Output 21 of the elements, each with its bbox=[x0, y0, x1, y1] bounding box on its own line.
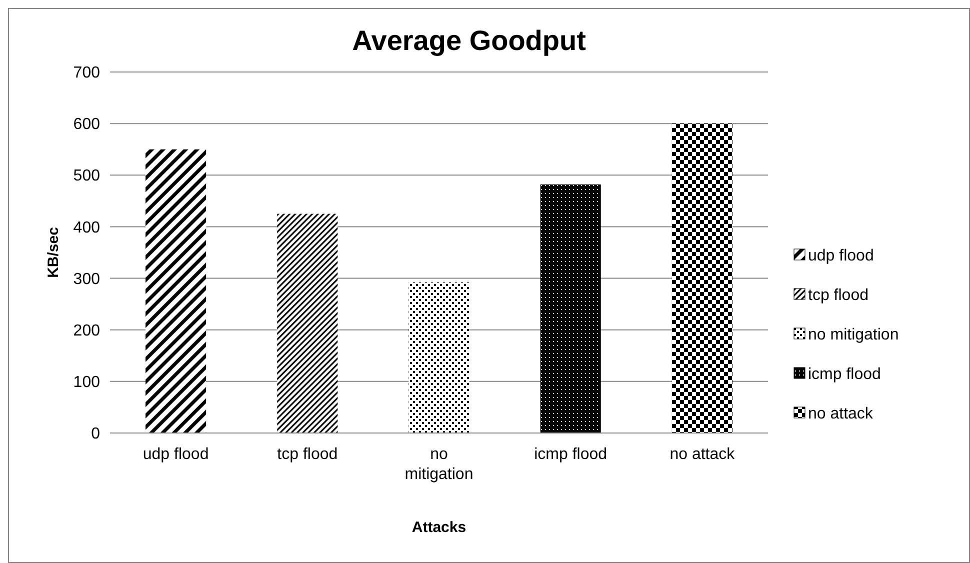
x-tick-label: tcp flood bbox=[277, 446, 338, 463]
x-tick-label: no mitigation bbox=[404, 446, 474, 483]
y-tick-label: 600 bbox=[73, 116, 100, 134]
y-tick-label: 300 bbox=[73, 270, 100, 288]
legend-label: no attack bbox=[808, 406, 874, 423]
y-tick-label: 200 bbox=[73, 322, 100, 340]
y-tick-label: 400 bbox=[73, 219, 100, 236]
y-tick-label: 0 bbox=[91, 426, 100, 443]
x-tick-label: udp flood bbox=[142, 446, 209, 463]
legend-label: udp flood bbox=[808, 248, 874, 265]
x-tick-label: icmp flood bbox=[534, 446, 608, 463]
x-axis-title: Attacks bbox=[412, 519, 466, 536]
x-tick-label: no attack bbox=[670, 446, 736, 463]
chart-title: Average Goodput bbox=[352, 25, 586, 56]
y-tick-label: 500 bbox=[73, 168, 100, 185]
legend-label: no mitigation bbox=[808, 326, 899, 344]
y-tick-label: 700 bbox=[73, 64, 100, 82]
legend-label: tcp flood bbox=[808, 287, 868, 304]
y-axis-title: KB/sec bbox=[45, 227, 62, 278]
y-tick-label: 100 bbox=[73, 374, 100, 392]
legend-label: icmp flood bbox=[808, 366, 881, 384]
